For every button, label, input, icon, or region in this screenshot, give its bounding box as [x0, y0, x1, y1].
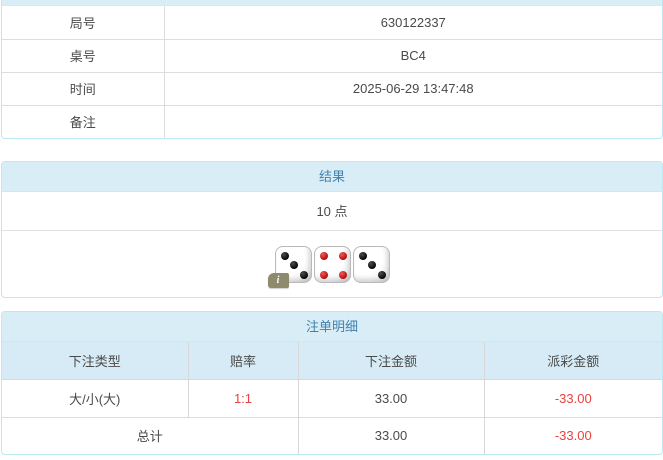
table-row: 时间 2025-06-29 13:47:48 [2, 71, 662, 105]
die-pip [280, 251, 289, 260]
table-row: 局号 630122337 [2, 6, 662, 39]
table-row: 大/小(大) 1:1 33.00 -33.00 [2, 379, 662, 417]
table-header-row: 下注类型 赔率 下注金额 派彩金额 [2, 342, 662, 380]
die-pip [358, 251, 367, 260]
time-value: 2025-06-29 13:47:48 [164, 71, 662, 105]
bet-details-title: 注单明细 [2, 312, 662, 342]
spacer [0, 298, 663, 311]
die-pip [319, 270, 328, 279]
remark-label: 备注 [2, 104, 165, 138]
table-row: 备注 [2, 104, 662, 138]
round-id-value: 630122337 [380, 14, 446, 30]
die-2 [313, 245, 351, 283]
die-3 [352, 245, 390, 283]
dice-row: i [2, 231, 662, 297]
die-pip [299, 270, 308, 279]
bet-details-panel: 注单明细 下注类型 赔率 下注金额 派彩金额 大/小(大) 1:1 33.00 … [1, 311, 663, 455]
die-1 [274, 245, 312, 283]
total-bet-amount: 33.00 [297, 416, 484, 454]
col-bet-amount: 下注金额 [297, 342, 484, 380]
die-pip [319, 251, 328, 260]
die-pip [338, 270, 347, 279]
bet-amount-value: 33.00 [297, 379, 484, 417]
info-icon[interactable]: i [267, 272, 289, 288]
remark-value [164, 104, 662, 138]
col-payout-amount: 派彩金额 [483, 342, 662, 380]
odds-value: 1:1 [187, 379, 298, 417]
spacer [0, 139, 663, 161]
result-panel: 结果 10 点 i [1, 161, 663, 298]
time-label: 时间 [2, 71, 165, 105]
result-panel-title: 结果 [2, 162, 662, 192]
bet-type-value: 大/小(大) [2, 379, 188, 417]
game-info-table: 局号 630122337 桌号 BC4 时间 2025-06-29 13:47:… [2, 6, 662, 138]
die-pip [338, 251, 347, 260]
table-id-label: 桌号 [2, 38, 165, 72]
dice-strip: i [267, 245, 390, 288]
table-row: 桌号 BC4 [2, 38, 662, 72]
total-row: 总计 33.00 -33.00 [2, 416, 662, 454]
game-info-panel: 局号 630122337 桌号 BC4 时间 2025-06-29 13:47:… [1, 0, 663, 139]
die-pip [290, 261, 298, 269]
payout-value: -33.00 [483, 379, 662, 417]
total-payout: -33.00 [483, 416, 662, 454]
bet-details-table: 下注类型 赔率 下注金额 派彩金额 大/小(大) 1:1 33.00 -33.0… [2, 342, 662, 454]
table-id-value: BC4 [164, 38, 662, 72]
die-pip [377, 270, 386, 279]
die-pip [368, 261, 376, 269]
game-info-panel-heading-clipped [2, 0, 662, 6]
round-id-label: 局号 [2, 6, 165, 39]
col-odds: 赔率 [187, 342, 298, 380]
col-bet-type: 下注类型 [2, 342, 188, 380]
total-label: 总计 [2, 416, 298, 454]
result-points: 10 点 [2, 192, 662, 231]
